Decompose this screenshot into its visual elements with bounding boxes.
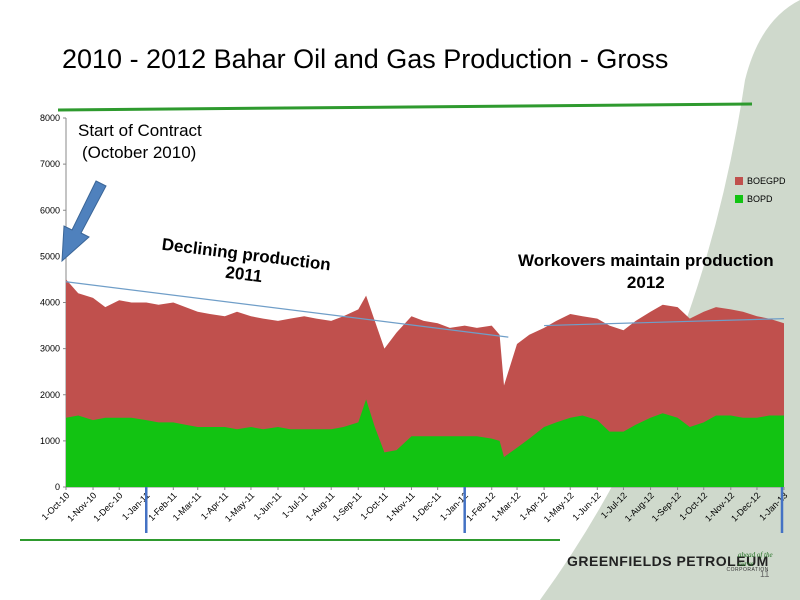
page-title: 2010 - 2012 Bahar Oil and Gas Production… [62,44,669,74]
y-tick-label: 0 [55,482,60,492]
year-markers [145,487,784,533]
x-tick-label: 1-Sep-11 [331,490,364,523]
workovers-annotation: Workovers maintain production 2012 [518,250,774,294]
x-tick-label: 1-Jan-13 [757,490,789,522]
y-tick-label: 1000 [40,436,60,446]
legend-item-bopd: BOPD [735,194,786,204]
page-number: 11 [760,569,770,579]
y-tick-label: 7000 [40,159,60,169]
logo-sub: CORPORATION [726,567,769,573]
contract-line-1: Start of Contract [78,121,202,140]
contract-line-2: (October 2010) [82,143,197,162]
company-logo: GREENFIELDS PETROLEUM CORPORATION [567,553,769,573]
contract-start-annotation: Start of Contract (October 2010) [78,120,202,164]
workovers-line-1: Workovers maintain production [518,251,774,270]
logo-tagline: ahead of the curve [738,551,773,568]
chart-legend: BOEGPD BOPD [735,176,786,212]
x-tick-label: 1-Jun-12 [571,490,603,522]
area-bopd [66,399,784,487]
legend-swatch-bopd [735,195,743,203]
trend-line-1 [65,281,509,338]
x-tick-label: 1-Sep-12 [650,490,683,523]
legend-swatch-boegpd [735,177,743,185]
legend-item-boegpd: BOEGPD [735,176,786,186]
x-tick-label: 1-Jun-11 [252,490,284,522]
trend-line-2 [544,318,785,327]
x-axis: 1-Oct-101-Nov-101-Dec-101-Jan-111-Feb-11… [40,486,789,524]
legend-label-boegpd: BOEGPD [747,176,786,186]
legend-label-bopd: BOPD [747,194,773,204]
y-axis: 0 1000 2000 3000 4000 5000 6000 7000 8000 [40,113,67,492]
logo-name: GREENFIELDS PETROLEUM [567,553,769,569]
y-tick-label: 5000 [40,251,60,261]
y-tick-label: 4000 [40,298,60,308]
workovers-line-2: 2012 [626,273,665,292]
y-tick-label: 3000 [40,344,60,354]
y-tick-label: 6000 [40,205,60,215]
contract-start-arrow [61,180,107,263]
y-tick-label: 8000 [40,113,60,123]
x-tick-label: 1-Dec-11 [410,490,443,523]
series-areas [66,279,784,487]
trend-lines [65,281,785,338]
y-tick-label: 2000 [40,390,60,400]
